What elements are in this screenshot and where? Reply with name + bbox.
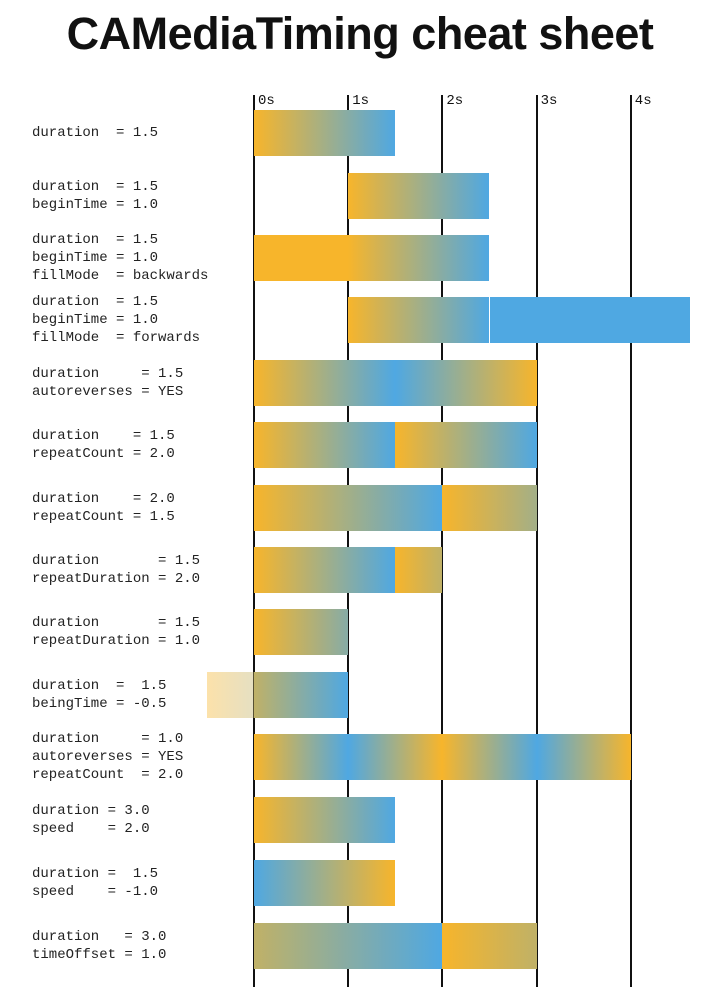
row-label-line: autoreverses = YES	[32, 749, 184, 765]
tick-label: 4s	[634, 93, 652, 109]
timeline-bar-segment	[489, 297, 691, 343]
row-label: duration = 1.5 beginTime = 1.0 fillMode = …	[32, 231, 208, 285]
timeline-bar-segment	[254, 860, 396, 906]
row-label-line: duration = 1.5	[32, 232, 159, 248]
timeline-bar-segment	[395, 422, 537, 468]
timeline-bar-segment	[536, 734, 631, 780]
axis-line-2s	[441, 95, 444, 987]
axis-line-3s	[535, 95, 538, 987]
tick-label: 0s	[258, 93, 275, 109]
timeline-bar-segment	[206, 672, 254, 718]
timeline-bar-segment	[254, 609, 349, 655]
row-label: duration = 3.0 timeOffset = 1.0	[32, 928, 166, 964]
axis-line-0s	[253, 95, 255, 987]
row-label: duration = 1.5 repeatDuration = 2.0	[32, 552, 200, 588]
row-label-line: beginTime = 1.0	[32, 312, 159, 328]
timeline-bar-segment	[395, 547, 443, 593]
tick-label: 2s	[446, 93, 464, 109]
row-label-line: repeatCount = 2.0	[32, 767, 184, 783]
timeline-bar-segment	[442, 485, 537, 531]
row-label: duration = 1.5 beginTime = 1.0 fillMode = …	[32, 293, 200, 347]
timeline-bar-segment	[348, 734, 443, 780]
timeline-bar-segment	[254, 360, 396, 406]
row-label-line: beginTime = 1.0	[32, 197, 159, 213]
row-label-line: speed = 2.0	[32, 821, 150, 837]
axis-line-1s	[347, 95, 350, 987]
timeline-bar-segment	[254, 547, 396, 593]
timeline-bar-segment	[254, 797, 396, 843]
row-label-line: duration = 1.5	[32, 179, 159, 195]
row-label: duration = 1.5 beginTime = 1.0	[32, 178, 158, 214]
row-label: duration = 2.0 repeatCount = 1.5	[32, 490, 175, 526]
timeline-bar-segment	[348, 235, 490, 281]
row-label-line: duration = 1.5	[32, 553, 201, 569]
timeline-bar-segment	[254, 485, 443, 531]
row-label-line: beingTime = -0.5	[32, 696, 167, 712]
row-label-line: duration = 1.5	[32, 678, 167, 694]
timeline-bar-segment	[254, 422, 396, 468]
row-label: duration = 3.0 speed = 2.0	[32, 802, 150, 838]
row-label-line: duration = 2.0	[32, 491, 175, 507]
row-label: duration = 1.5 speed = -1.0	[32, 865, 158, 901]
timeline-bar-segment	[254, 672, 349, 718]
row-label-line: duration = 1.5	[32, 294, 159, 310]
timeline-bar-segment	[254, 734, 349, 780]
tick-label: 3s	[540, 93, 558, 109]
row-label-line: duration = 1.5	[32, 125, 159, 141]
timeline-bar-segment	[442, 923, 537, 969]
row-label: duration = 1.5 repeatCount = 2.0	[32, 427, 175, 463]
row-label-line: speed = -1.0	[32, 884, 159, 900]
row-label-line: duration = 3.0	[32, 803, 150, 819]
row-label-line: beginTime = 1.0	[32, 250, 159, 266]
row-label-line: timeOffset = 1.0	[32, 947, 167, 963]
axis-line-4s	[629, 95, 632, 987]
row-label-line: fillMode = forwards	[32, 330, 201, 346]
row-label-line: repeatDuration = 2.0	[32, 571, 201, 587]
timeline-bar-segment	[254, 923, 443, 969]
tick-label: 1s	[352, 93, 369, 109]
row-label-line: duration = 1.0	[32, 731, 184, 747]
row-label-line: duration = 1.5	[32, 366, 184, 382]
row-label-line: duration = 1.5	[32, 428, 175, 444]
row-label-line: repeatDuration = 1.0	[32, 633, 201, 649]
row-label-line: duration = 1.5	[32, 866, 159, 882]
row-label: duration = 1.5	[32, 124, 158, 142]
row-label: duration = 1.5 beingTime = -0.5	[32, 677, 166, 713]
row-label: duration = 1.0 autoreverses = YES repeatCo…	[32, 730, 183, 784]
row-label: duration = 1.5 autoreverses = YES	[32, 365, 183, 401]
row-label-line: repeatCount = 2.0	[32, 446, 175, 462]
row-label-line: duration = 3.0	[32, 929, 167, 945]
timeline-bar-segment	[442, 734, 537, 780]
row-label-line: duration = 1.5	[32, 615, 201, 631]
row-label-line: autoreverses = YES	[32, 384, 184, 400]
row-label-line: repeatCount = 1.5	[32, 509, 175, 525]
timeline-bar-segment	[348, 297, 490, 343]
timeline-bar-segment	[395, 360, 537, 406]
row-label: duration = 1.5 repeatDuration = 1.0	[32, 614, 200, 650]
timeline-bar-segment	[348, 173, 490, 219]
page-title: CAMediaTiming cheat sheet	[66, 8, 654, 59]
row-label-line: fillMode = backwards	[32, 268, 209, 284]
timeline-bar-segment	[254, 110, 396, 156]
timeline-bar-segment	[254, 235, 349, 281]
